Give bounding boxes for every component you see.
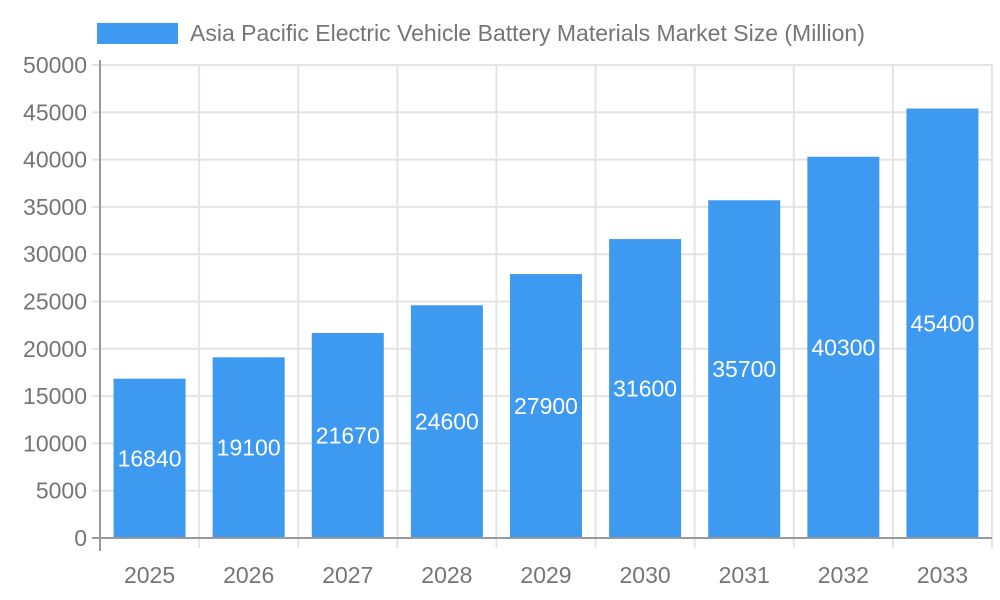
y-tick-label: 0 [74,525,87,551]
bar-2032 [807,156,880,538]
bar-value-label: 45400 [910,310,974,336]
bar-2026 [212,357,285,538]
y-tick-label: 50000 [23,52,87,78]
y-tick-label: 15000 [23,383,87,409]
legend-label: Asia Pacific Electric Vehicle Battery Ma… [190,20,865,46]
y-tick-label: 45000 [23,99,87,125]
legend: Asia Pacific Electric Vehicle Battery Ma… [97,20,865,46]
bar-2027 [311,333,384,538]
bar-value-label: 24600 [415,409,479,435]
x-tick-label: 2031 [719,562,770,588]
bar-value-label: 31600 [613,376,677,402]
y-tick-label: 40000 [23,147,87,173]
x-tick-label: 2030 [620,562,671,588]
bar-2030 [609,239,682,538]
x-tick-label: 2029 [520,562,571,588]
bar-value-label: 40300 [811,334,875,360]
y-tick-label: 30000 [23,241,87,267]
x-tick-label: 2026 [223,562,274,588]
bar-value-label: 21670 [316,423,380,449]
x-tick-label: 2033 [917,562,968,588]
x-tick-label: 2027 [322,562,373,588]
bar-value-label: 19100 [217,435,281,461]
bar-value-label: 27900 [514,393,578,419]
y-tick-label: 20000 [23,336,87,362]
y-tick-label: 25000 [23,289,87,315]
bar-2029 [510,274,582,538]
bar-value-label: 16840 [118,445,182,471]
legend-swatch [97,22,178,44]
x-tick-label: 2028 [421,562,472,588]
y-tick-label: 10000 [23,430,87,456]
bar-2033 [906,108,979,539]
bar-2031 [708,200,781,538]
y-tick-label: 35000 [23,194,87,220]
bar-value-label: 35700 [712,356,776,382]
bar-2025 [113,378,186,538]
y-tick-label: 5000 [36,478,87,504]
x-tick-label: 2025 [124,562,175,588]
x-tick-label: 2032 [818,562,869,588]
bar-2028 [410,305,483,538]
